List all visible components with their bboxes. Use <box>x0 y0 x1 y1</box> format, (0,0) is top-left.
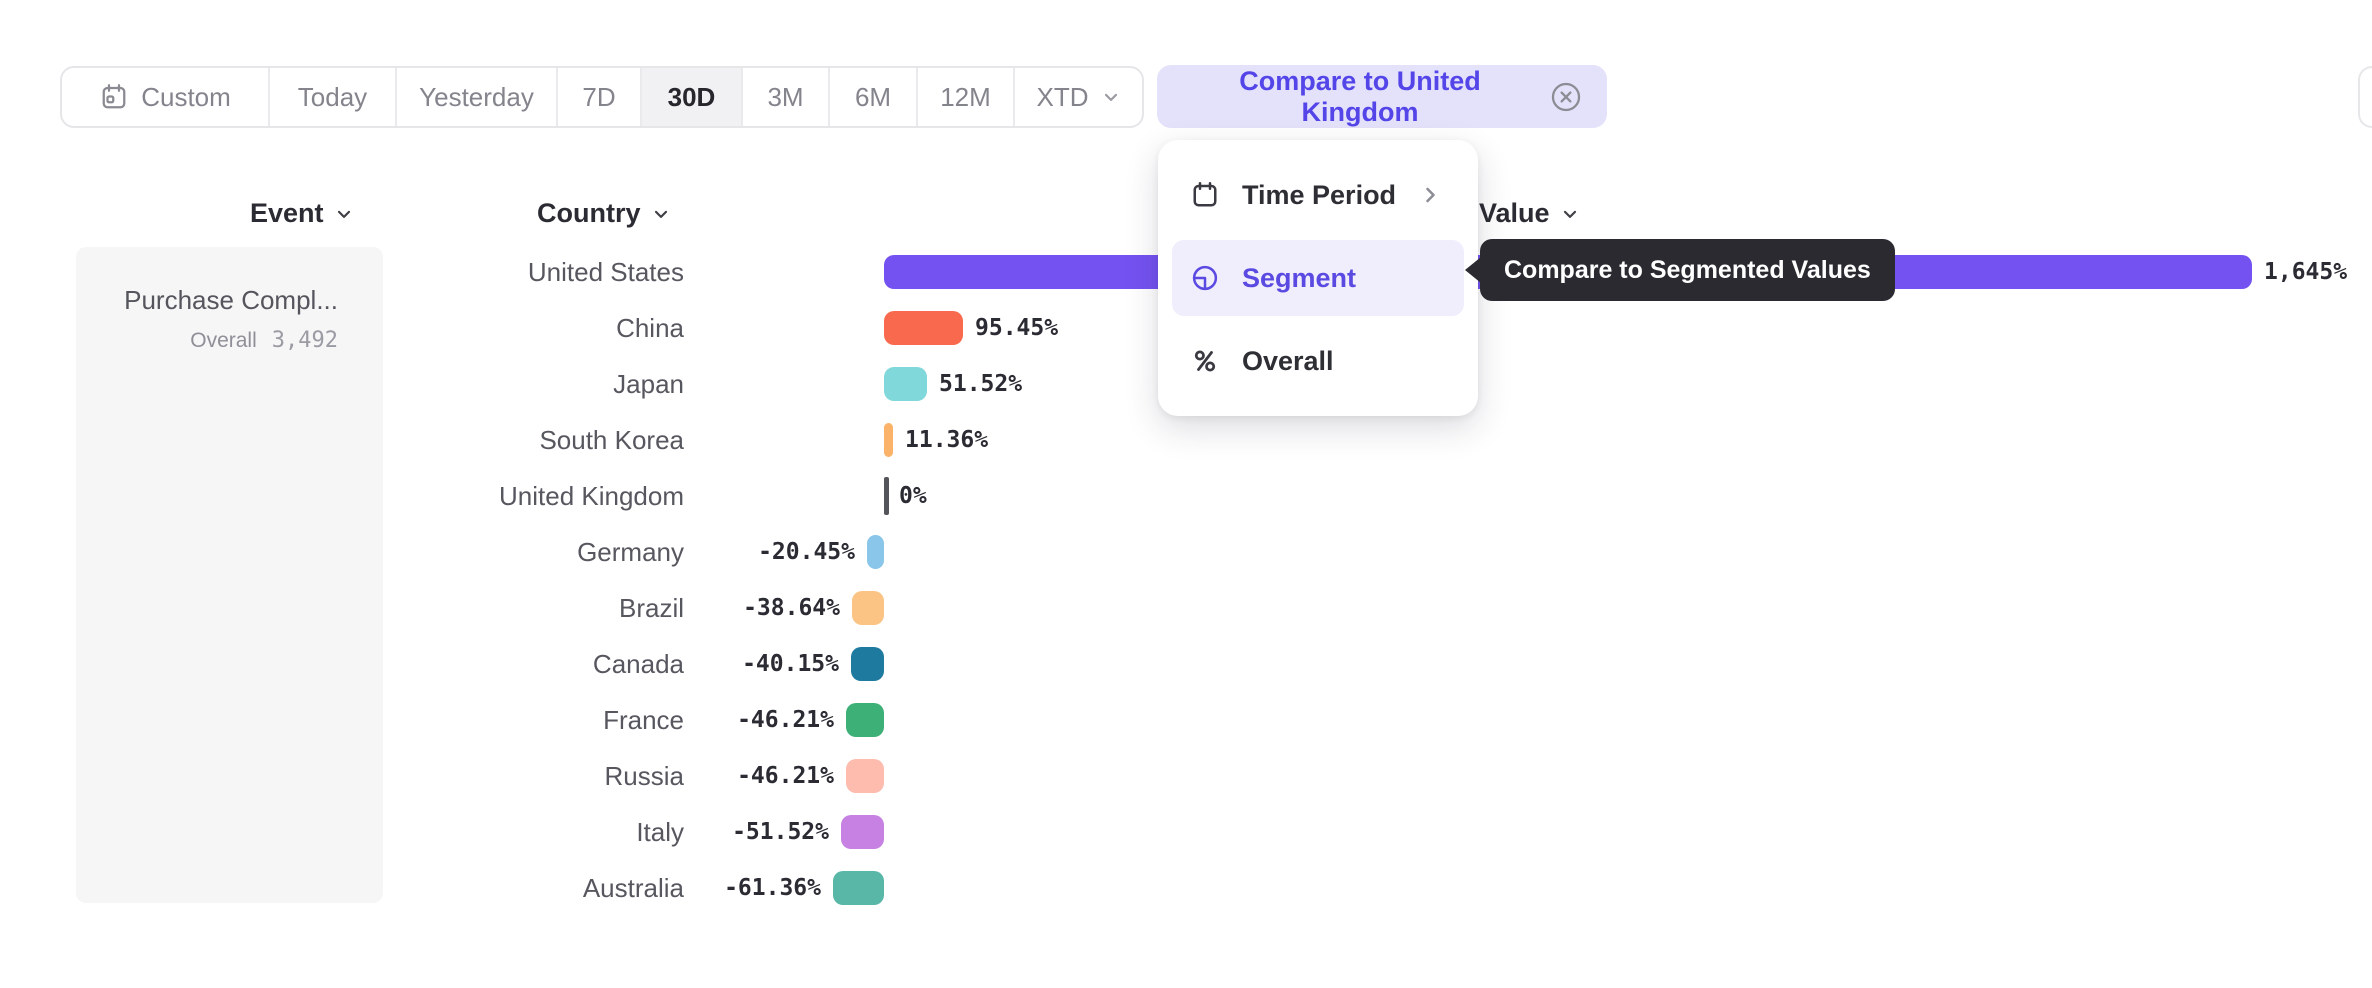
overall-value: 3,492 <box>271 328 338 353</box>
menu-item-label: Overall <box>1242 345 1334 376</box>
value-label: -46.21% <box>737 707 834 733</box>
percent-icon <box>1190 346 1220 376</box>
range-label: 7D <box>582 81 616 112</box>
menu-item-overall[interactable]: Overall <box>1172 323 1464 399</box>
chart-row-italy: Italy -51.52% <box>0 804 2372 860</box>
bar-germany[interactable] <box>867 535 884 569</box>
chart-row-australia: Australia -61.36% <box>0 860 2372 916</box>
range-label: 12M <box>940 81 991 112</box>
country-label: South Korea <box>539 425 684 455</box>
compare-context-menu: Time Period Segment Overall <box>1158 140 1478 416</box>
tooltip: Compare to Segmented Values <box>1480 239 1895 301</box>
range-label: 30D <box>667 81 716 112</box>
segment-icon <box>1190 263 1220 293</box>
bar-brazil[interactable] <box>852 591 884 625</box>
range-label: Custom <box>141 81 231 112</box>
range-button-30d[interactable]: 30D <box>642 68 743 126</box>
chart-row-canada: Canada -40.15% <box>0 636 2372 692</box>
chevron-right-icon <box>1418 183 1442 207</box>
range-button-xtd[interactable]: XTD <box>1015 68 1142 126</box>
bar-italy[interactable] <box>841 815 884 849</box>
country-column-label: Country <box>537 198 641 228</box>
value-label: 11.36% <box>905 427 989 453</box>
bar-japan[interactable] <box>884 367 927 401</box>
country-label: Italy <box>636 817 684 847</box>
zero-baseline-tick <box>884 477 889 515</box>
range-label: 3M <box>767 81 804 112</box>
country-label: France <box>603 705 684 735</box>
clipped-control-edge <box>2358 66 2372 128</box>
chevron-down-icon <box>651 204 671 224</box>
range-button-7d[interactable]: 7D <box>558 68 642 126</box>
country-label: Canada <box>592 649 684 679</box>
country-label: China <box>616 313 684 343</box>
value-label: 1,645% <box>2264 259 2348 285</box>
value-label: -38.64% <box>743 595 840 621</box>
range-button-custom[interactable]: Custom <box>62 68 270 126</box>
chart-row-united-kingdom: United Kingdom 0% <box>0 468 2372 524</box>
country-label: Germany <box>577 537 684 567</box>
date-range-toolbar: Custom Today Yesterday 7D 30D 3M 6M 12M XTD <box>60 66 1144 128</box>
value-column-header[interactable]: Value <box>1479 198 1580 229</box>
custom-calendar-icon <box>99 82 129 112</box>
event-column-header[interactable]: Event <box>250 198 354 229</box>
chart-row-france: France -46.21% <box>0 692 2372 748</box>
value-column-label: Value <box>1479 198 1550 228</box>
bar-south-korea[interactable] <box>884 423 893 457</box>
value-label: -46.21% <box>737 763 834 789</box>
country-column-header[interactable]: Country <box>537 198 671 229</box>
overall-label: Overall <box>190 329 257 352</box>
country-label: Russia <box>604 761 684 791</box>
country-label: Brazil <box>618 593 684 623</box>
chart-row-russia: Russia -46.21% <box>0 748 2372 804</box>
circled-x-icon[interactable] <box>1549 80 1583 114</box>
range-label: Yesterday <box>419 81 534 112</box>
value-label: -40.15% <box>742 651 839 677</box>
chevron-down-icon <box>1101 87 1121 107</box>
value-label: 95.45% <box>975 315 1059 341</box>
event-overall-row: Overall 3,492 <box>76 328 338 353</box>
value-label: -61.36% <box>724 875 821 901</box>
country-label: Australia <box>582 873 684 903</box>
range-label: 6M <box>854 81 892 112</box>
value-label: -51.52% <box>732 819 829 845</box>
calendar-icon <box>1190 180 1220 210</box>
bar-russia[interactable] <box>846 759 884 793</box>
value-label: 51.52% <box>939 371 1023 397</box>
bar-australia[interactable] <box>833 871 884 905</box>
chart-row-china: China 95.45% <box>0 300 2372 356</box>
value-label: 0% <box>899 483 927 509</box>
compare-chip-label: Compare to United Kingdom <box>1239 65 1481 127</box>
bar-canada[interactable] <box>851 647 884 681</box>
event-panel[interactable]: Purchase Compl... Overall 3,492 <box>76 247 383 903</box>
value-label: -20.45% <box>758 539 855 565</box>
event-column-label: Event <box>250 198 324 228</box>
range-button-yesterday[interactable]: Yesterday <box>397 68 558 126</box>
range-button-3m[interactable]: 3M <box>743 68 830 126</box>
chart-row-south-korea: South Korea 11.36% <box>0 412 2372 468</box>
event-name: Purchase Compl... <box>124 285 338 315</box>
compare-chip[interactable]: Compare to United Kingdom <box>1157 65 1607 128</box>
country-label: Japan <box>613 369 684 399</box>
chart-row-brazil: Brazil -38.64% <box>0 580 2372 636</box>
range-button-12m[interactable]: 12M <box>918 68 1015 126</box>
tooltip-text: Compare to Segmented Values <box>1504 255 1871 284</box>
menu-item-label: Segment <box>1242 262 1357 293</box>
range-button-6m[interactable]: 6M <box>830 68 918 126</box>
bar-france[interactable] <box>846 703 884 737</box>
chart-row-germany: Germany -20.45% <box>0 524 2372 580</box>
range-label: XTD <box>1036 81 1089 112</box>
range-button-today[interactable]: Today <box>270 68 397 126</box>
country-label: United Kingdom <box>499 481 684 511</box>
country-label: United States <box>527 257 684 287</box>
menu-item-label: Time Period <box>1242 179 1397 210</box>
range-label: Today <box>297 81 368 112</box>
menu-item-time-period[interactable]: Time Period <box>1172 157 1464 233</box>
bar-china[interactable] <box>884 311 963 345</box>
chevron-down-icon <box>334 204 354 224</box>
chart-row-japan: Japan 51.52% <box>0 356 2372 412</box>
chevron-down-icon <box>1560 204 1580 224</box>
menu-item-segment[interactable]: Segment <box>1172 240 1464 316</box>
